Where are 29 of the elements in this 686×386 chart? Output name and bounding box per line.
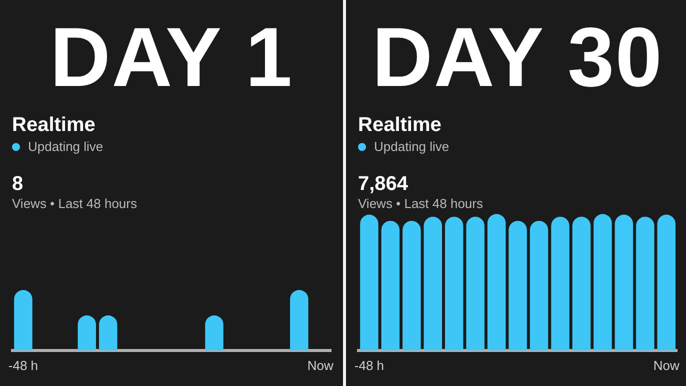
- bar: [530, 220, 548, 350]
- text: Updating live: [374, 139, 450, 154]
- bar: [466, 216, 484, 350]
- bar: [360, 214, 378, 350]
- bar: [657, 214, 676, 350]
- chart-subtitle: Realtime: [12, 114, 96, 137]
- bar: [636, 216, 654, 350]
- text: Updating live: [28, 139, 104, 154]
- text: Views • Last 48 hours: [12, 196, 137, 211]
- bar: [424, 216, 442, 350]
- chart-title: DAY 30: [371, 9, 664, 106]
- bar: [508, 220, 527, 350]
- x-tick-label: Now: [653, 358, 680, 373]
- chart-subtitle: Realtime: [358, 114, 442, 137]
- chart-title: DAY 1: [48, 9, 294, 106]
- bar: [551, 216, 570, 350]
- bar: [594, 214, 612, 350]
- text: Views • Last 48 hours: [358, 196, 483, 211]
- x-tick-label: Now: [307, 358, 334, 373]
- x-tick-label: -48 h: [8, 358, 38, 373]
- bar: [402, 220, 421, 350]
- bar: [572, 216, 591, 350]
- bar: [614, 214, 634, 350]
- text: 7,864: [358, 173, 408, 195]
- x-tick-label: -48 h: [354, 358, 384, 373]
- bar: [487, 214, 506, 350]
- text: 8: [12, 173, 24, 195]
- bar: [381, 220, 400, 350]
- bar: [444, 216, 464, 350]
